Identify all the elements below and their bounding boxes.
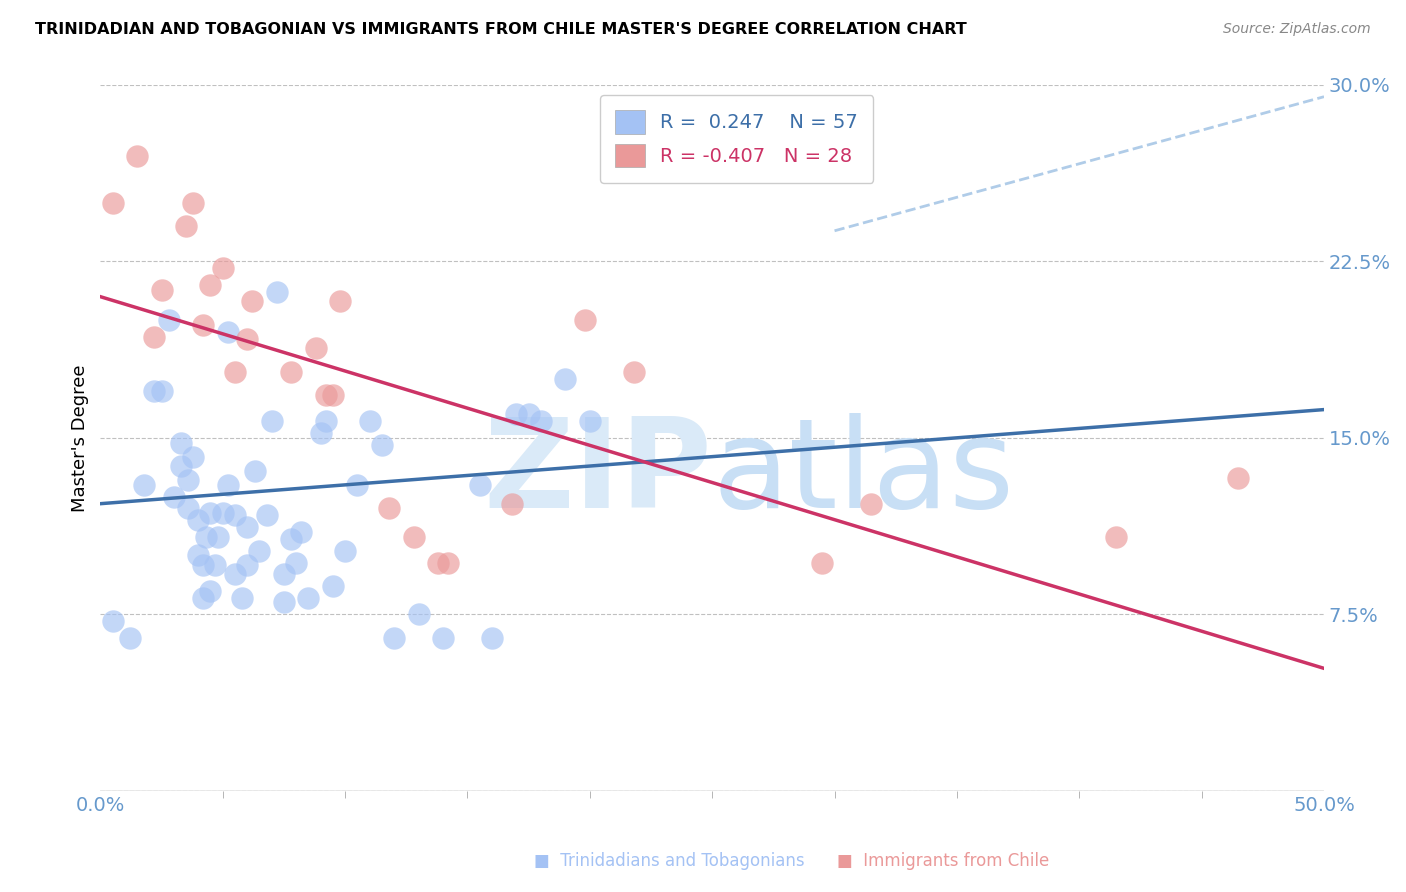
Point (273, 595, 295, 609)
Point (125, 148, 148, 162)
Point (315, 388, 337, 402)
Point (329, 294, 352, 309)
Text: ZIP: ZIP (484, 413, 713, 533)
Point (183, 450, 205, 464)
Point (1105, 530, 1128, 544)
Point (505, 407, 527, 421)
Point (346, 478, 368, 492)
Point (371, 438, 394, 452)
Point (177, 501, 200, 516)
Point (211, 261, 233, 276)
Point (623, 365, 645, 379)
Text: atlas: atlas (713, 413, 1014, 533)
Text: Source: ZipAtlas.com: Source: ZipAtlas.com (1223, 22, 1371, 37)
Point (1227, 471, 1250, 485)
Point (408, 607, 430, 622)
Point (382, 631, 405, 645)
Point (249, 543, 271, 558)
Point (157, 313, 180, 327)
Text: ■  Immigrants from Chile: ■ Immigrants from Chile (837, 852, 1049, 870)
Point (150, 283, 173, 297)
Point (236, 558, 259, 572)
Point (309, 426, 332, 441)
Point (200, 583, 222, 598)
Point (236, 520, 259, 534)
Point (359, 414, 381, 428)
Point (322, 388, 344, 402)
Point (236, 332, 259, 346)
Point (260, 414, 283, 428)
Point (501, 497, 523, 511)
Point (217, 478, 239, 492)
Point (468, 478, 491, 492)
Point (101, 615, 124, 629)
Point (174, 219, 197, 233)
Point (378, 501, 401, 516)
Point (432, 631, 454, 645)
Point (177, 473, 200, 487)
Point (285, 556, 308, 570)
Point (315, 414, 337, 428)
Point (200, 506, 222, 520)
Point (187, 549, 209, 563)
Point (305, 342, 328, 356)
Point (217, 325, 239, 339)
Legend: R =  0.247    N = 57, R = -0.407   N = 28: R = 0.247 N = 57, R = -0.407 N = 28 (600, 95, 873, 183)
Point (231, 591, 253, 605)
Point (224, 567, 246, 582)
Point (150, 384, 173, 398)
Point (194, 530, 217, 544)
Point (191, 318, 214, 332)
Point (163, 490, 186, 504)
Point (280, 365, 302, 379)
Point (427, 556, 450, 570)
Point (860, 497, 883, 511)
Point (224, 508, 246, 523)
Point (402, 530, 425, 544)
Point (243, 464, 266, 478)
Point (143, 329, 166, 343)
Point (191, 558, 214, 572)
Point (256, 508, 278, 523)
Point (530, 414, 553, 428)
Point (187, 513, 209, 527)
Point (811, 556, 834, 570)
Point (170, 435, 193, 450)
Point (240, 294, 263, 309)
Point (517, 407, 540, 421)
Point (200, 277, 222, 292)
Point (273, 567, 295, 582)
Point (266, 285, 288, 299)
Point (481, 631, 503, 645)
Point (574, 313, 596, 327)
Point (183, 195, 205, 210)
Point (333, 543, 356, 558)
Text: TRINIDADIAN AND TOBAGONIAN VS IMMIGRANTS FROM CHILE MASTER'S DEGREE CORRELATION : TRINIDADIAN AND TOBAGONIAN VS IMMIGRANTS… (35, 22, 967, 37)
Point (437, 556, 460, 570)
Point (204, 558, 226, 572)
Point (207, 530, 229, 544)
Point (118, 631, 141, 645)
Y-axis label: Master's Degree: Master's Degree (72, 364, 89, 512)
Point (211, 506, 233, 520)
Point (554, 372, 576, 386)
Point (578, 414, 600, 428)
Point (280, 532, 302, 546)
Point (134, 478, 156, 492)
Point (170, 458, 193, 473)
Point (143, 384, 166, 398)
Point (297, 591, 319, 605)
Point (290, 524, 312, 539)
Point (224, 365, 246, 379)
Point (191, 591, 214, 605)
Point (101, 195, 124, 210)
Point (322, 579, 344, 593)
Text: ■  Trinidadians and Tobagonians: ■ Trinidadians and Tobagonians (534, 852, 804, 870)
